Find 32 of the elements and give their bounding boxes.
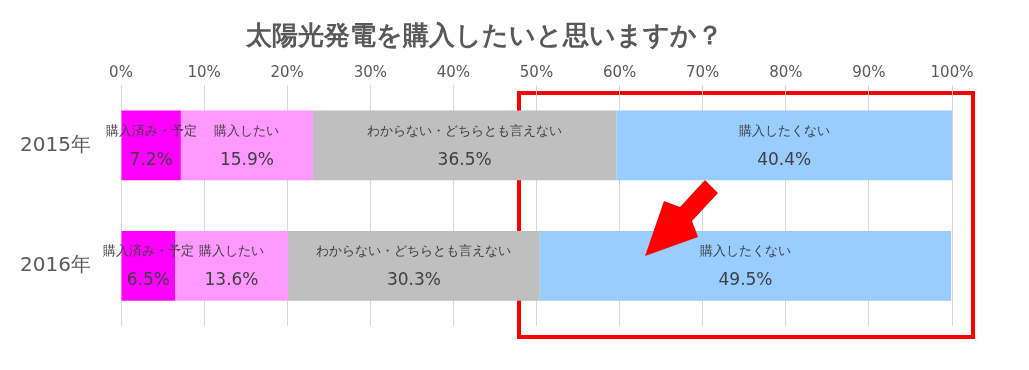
x-tick-label: 60%	[602, 63, 637, 82]
data-label: 6.5%	[126, 269, 170, 290]
x-tick-label: 0%	[109, 63, 133, 82]
bar	[539, 230, 952, 301]
x-tick-label: 30%	[353, 63, 387, 82]
data-label: 15.9%	[219, 148, 274, 169]
x-tick-label: 100%	[930, 63, 974, 82]
text: 購入したくない	[700, 243, 791, 259]
bar	[288, 230, 540, 301]
data-label: 40.4%	[757, 148, 812, 169]
series-label: 購入したくない	[738, 122, 830, 138]
series-label: 購入したい	[214, 122, 280, 138]
data-label: 7.2%	[129, 148, 173, 169]
x-tick-label: 70%	[686, 63, 720, 82]
chart-title: 太陽光発電を購入したいと思いますか？	[244, 20, 723, 51]
y-tick-label: 2015年	[20, 131, 91, 156]
text: 購入したい	[199, 243, 265, 259]
bar	[312, 110, 617, 181]
data-label: 30.3%	[386, 269, 441, 290]
x-tick-label: 10%	[187, 63, 221, 82]
y-tick-label: 2016年	[20, 252, 91, 276]
x-tick-label: 80%	[769, 63, 803, 82]
data-label: 49.5%	[718, 269, 773, 290]
series-label: わからない・どちらとも言えない	[367, 122, 563, 138]
x-tick-label: 40%	[436, 63, 471, 82]
x-tick-label: 20%	[270, 63, 304, 82]
x-tick-label: 90%	[852, 63, 886, 82]
x-tick-label: 50%	[519, 63, 554, 82]
text: わからない・どちらとも言えない	[316, 243, 512, 259]
data-label: 36.5%	[437, 148, 492, 169]
data-label: 13.6%	[204, 269, 259, 290]
bar	[616, 110, 952, 181]
